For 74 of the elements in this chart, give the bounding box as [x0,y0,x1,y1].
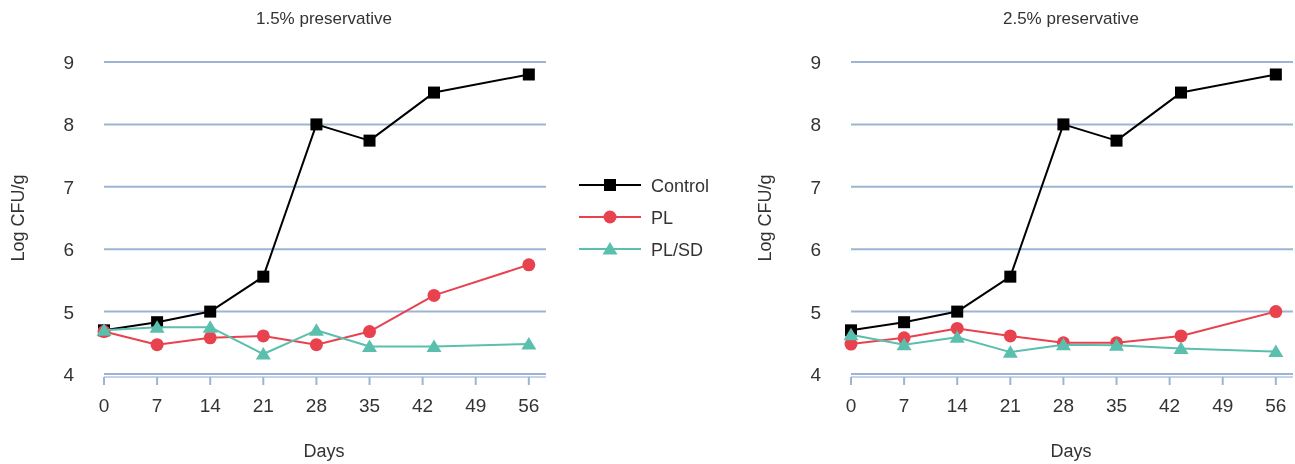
x-tick-label: 7 [898,395,910,416]
point [149,320,165,333]
y-tick-label: 5 [63,301,74,323]
x-tick-label: 0 [845,395,857,416]
point [1175,86,1187,99]
x-tick-label: 28 [305,395,327,416]
point [521,337,537,350]
y-tick-label: 7 [810,176,821,198]
legend-label: PL/SD [651,240,704,260]
point [427,288,441,302]
y-tick-label: 9 [810,52,821,73]
y-tick-label: 6 [63,239,74,261]
y-tick-label: 8 [63,114,74,136]
point [310,118,323,131]
x-tick-label: 28 [1052,395,1074,416]
point [308,323,324,336]
point [1003,329,1017,343]
y-tick-label: 4 [810,364,822,385]
y-tick-label: 4 [63,364,75,385]
x-tick-label: 21 [999,395,1021,416]
point [949,330,965,343]
y-tick-label: 6 [810,239,821,261]
point [257,270,270,283]
x-axis-title: Days [303,441,345,461]
x-tick-label: 56 [518,395,540,416]
point [202,320,218,333]
chart-title: 2.5% preservative [1002,9,1140,28]
chart-title: 1.5% preservative [255,9,393,28]
y-axis-title: Log CFU/g [755,174,775,262]
x-tick-label: 35 [358,395,381,416]
x-tick-label: 49 [465,395,487,416]
point [843,327,859,341]
point [362,339,378,353]
legend-label: Control [651,176,710,196]
x-tick-label: 35 [1105,395,1128,416]
y-tick-label: 7 [63,176,74,198]
point [363,134,376,147]
point [255,347,271,360]
point [1269,305,1283,319]
point [896,337,912,351]
x-tick-label: 42 [1159,395,1181,416]
y-tick-label: 5 [810,301,821,323]
point [204,305,217,318]
point [363,325,377,339]
point [428,86,440,99]
point [309,338,323,352]
x-tick-label: 14 [199,395,222,416]
x-tick-label: 7 [151,395,163,416]
point [1269,68,1282,81]
point [1110,134,1123,147]
legend-label: PL [651,208,674,228]
x-tick-label: 21 [252,395,274,416]
point [150,338,164,352]
x-tick-label: 49 [1212,395,1234,416]
point [522,68,535,81]
x-tick-label: 56 [1265,395,1287,416]
point [426,339,442,353]
point [1057,118,1070,131]
x-tick-label: 14 [946,395,969,416]
y-axis-title: Log CFU/g [8,174,28,262]
y-tick-label: 9 [63,52,74,73]
x-axis-title: Days [1050,441,1092,461]
point [1174,329,1188,343]
point [1173,341,1189,354]
point [256,329,270,343]
point [898,316,911,329]
point [951,305,964,318]
point [1004,270,1017,283]
point [1268,344,1284,358]
x-tick-label: 42 [412,395,434,416]
y-tick-label: 8 [810,114,821,136]
x-tick-label: 0 [98,395,110,416]
point [522,258,536,272]
point [1002,345,1018,358]
